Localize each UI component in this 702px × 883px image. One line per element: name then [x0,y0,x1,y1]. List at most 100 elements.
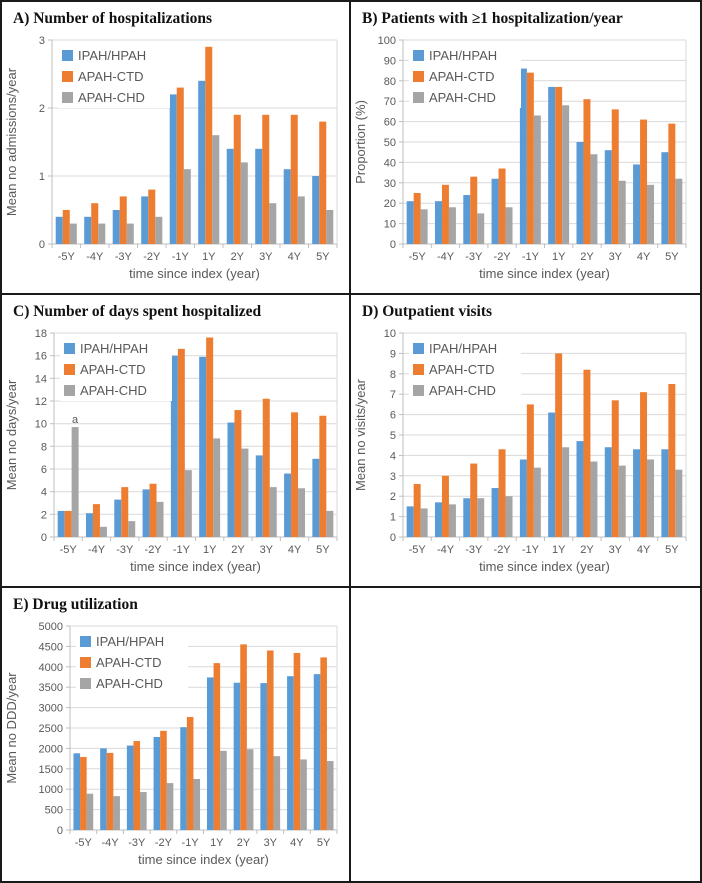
bar [633,449,641,537]
bar [448,207,456,244]
bars [406,68,683,244]
bar [477,213,485,244]
bar [269,203,277,244]
svg-text:6: 6 [390,410,396,422]
x-axis-title: time since index (year) [129,266,260,281]
bar [84,216,92,244]
bar [100,748,107,830]
y-axis: 0 500 1000 1500 2000 2500 3000 3500 4000 4500 5000 [39,621,338,837]
bar [312,458,320,537]
bar [213,663,221,830]
legend-label: APAH-CTD [78,69,143,84]
bars [73,644,334,830]
legend-swatch [413,71,424,82]
bar [166,783,174,830]
svg-text:12: 12 [35,396,47,408]
bar [177,348,185,537]
bar [287,676,294,830]
bar [555,353,563,537]
bar [119,196,127,244]
svg-text:-4Y: -4Y [88,544,106,556]
bar [647,459,655,537]
svg-text:-3Y: -3Y [116,544,134,556]
x-axis-title: time since index (year) [479,559,610,574]
svg-text:4Y: 4Y [637,251,651,263]
legend-swatch [64,343,75,354]
svg-text:10: 10 [384,219,396,231]
bar [234,410,242,537]
bar [470,176,478,244]
svg-text:-3Y: -3Y [115,251,133,263]
chart-a: 0 1 2 3 -5Y -4Y -3Y -2Y -1Y 1Y 2Y 3Y 4Y 5Y IPAH/HPAH AP… [4,35,338,281]
bar [326,761,334,830]
svg-text:0: 0 [41,532,47,544]
panel-c-title: C) Number of days spent hospitalized [13,303,262,320]
bar [149,483,157,537]
bar [266,650,274,830]
bar [319,415,327,537]
legend-swatch [413,343,424,354]
svg-text:1Y: 1Y [210,837,224,849]
svg-text:3Y: 3Y [609,251,623,263]
svg-text:-5Y: -5Y [60,544,78,556]
svg-text:5Y: 5Y [665,544,679,556]
bar [64,510,72,537]
bar [413,193,421,244]
bar [420,209,428,244]
panel-c: C) Number of days spent hospitalized 0 2 4… [2,295,351,588]
svg-text:10: 10 [35,419,47,431]
bar [526,404,534,537]
bar [98,223,106,244]
bars [406,353,683,537]
legend-label: APAH-CTD [80,362,145,377]
bar [463,498,471,537]
bar [519,68,527,244]
panel-a: A) Number of hospitalizations 0 1 2 3 -5Y -4Y… [2,2,351,295]
svg-text:-1Y: -1Y [182,837,200,849]
bar [184,470,192,537]
bar [326,210,334,244]
legend-label: APAH-CTD [96,655,161,670]
legend-swatch [413,50,424,61]
legend-label: APAH-CTD [429,362,494,377]
bar [80,756,87,830]
svg-text:100: 100 [378,35,396,47]
panel-d: D) Outpatient visits 0 1 2 3 4 5 6 7 8 9 10 -5Y -4Y -… [351,295,700,588]
legend-label: APAH-CHD [429,90,496,105]
svg-text:5: 5 [390,430,396,442]
bar [133,741,141,830]
bar [91,203,99,244]
bar [233,682,241,830]
bar [413,483,421,537]
svg-text:90: 90 [384,55,396,67]
svg-text:-1Y: -1Y [173,544,191,556]
bar [604,447,612,537]
svg-text:5Y: 5Y [317,837,331,849]
bar [640,119,648,244]
svg-text:60: 60 [384,117,396,129]
svg-text:2: 2 [41,509,47,521]
svg-text:3Y: 3Y [264,837,278,849]
svg-text:-1Y: -1Y [522,251,540,263]
svg-text:2Y: 2Y [237,837,251,849]
svg-text:-3Y: -3Y [465,544,483,556]
svg-text:0: 0 [390,239,396,251]
bar [290,114,298,244]
bar [128,521,136,537]
bar [199,356,207,537]
bar [73,753,81,830]
bar [312,176,320,244]
svg-text:40: 40 [384,157,396,169]
bar [57,510,65,537]
x-axis: -5Y -4Y -3Y -2Y -1Y 1Y 2Y 3Y 4Y 5Y [53,536,338,556]
bar [62,210,70,244]
svg-text:0: 0 [57,825,63,837]
legend: IPAH/HPAH APAH-CTD APAH-CHD [58,44,170,108]
svg-text:3: 3 [39,35,45,47]
bar [170,355,178,537]
svg-text:2: 2 [39,103,45,115]
svg-text:5Y: 5Y [665,251,679,263]
bar [206,337,214,537]
bar [319,121,327,244]
svg-text:50: 50 [384,137,396,149]
